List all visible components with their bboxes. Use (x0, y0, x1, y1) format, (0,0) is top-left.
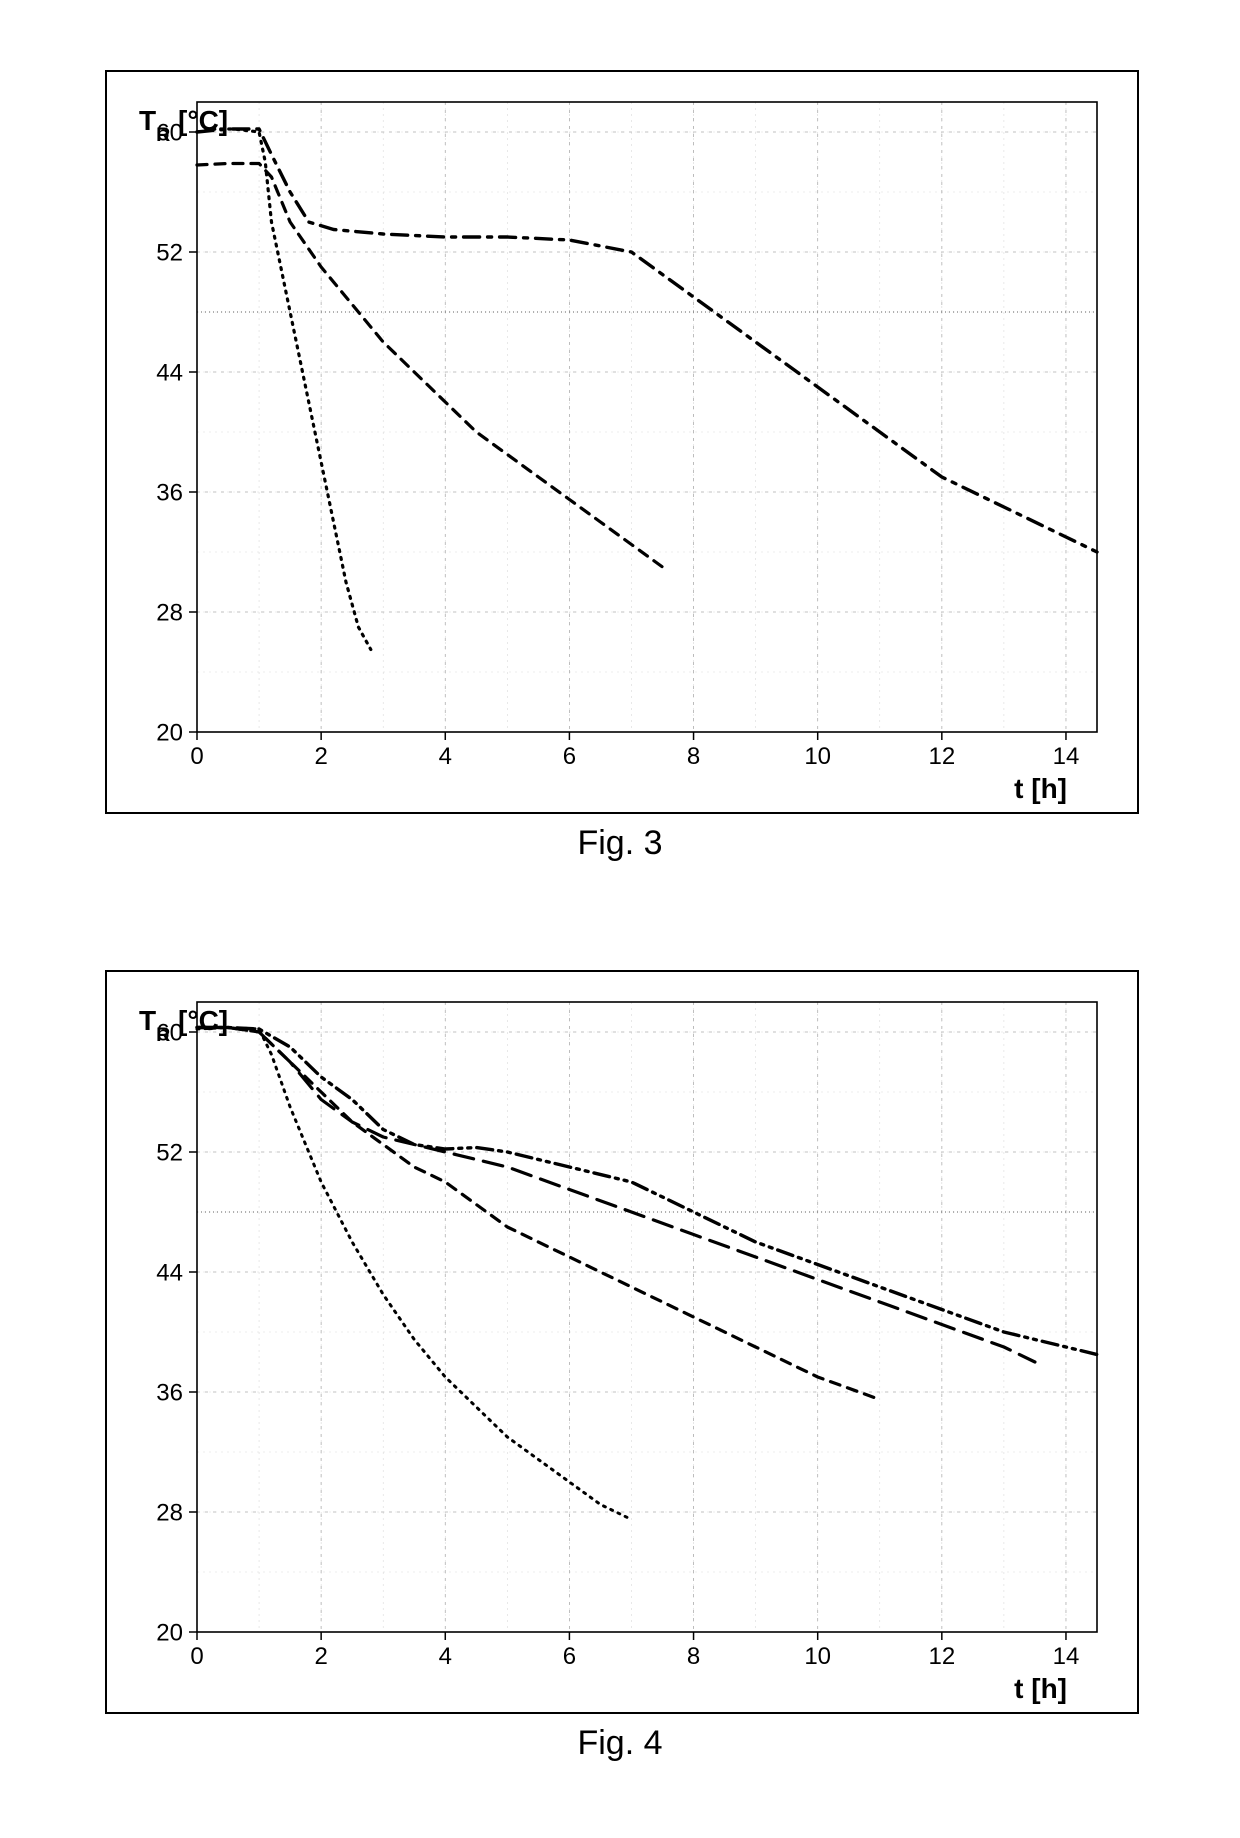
svg-text:10: 10 (804, 743, 831, 770)
svg-text:8: 8 (687, 743, 700, 770)
svg-text:6: 6 (563, 743, 576, 770)
fig3-container: 02468101214202836445260t [h]TR [°C] Fig.… (105, 70, 1135, 863)
fig4-caption: Fig. 4 (105, 1724, 1135, 1763)
svg-text:TR [°C]: TR [°C] (139, 1005, 228, 1046)
svg-text:28: 28 (156, 599, 183, 626)
svg-text:36: 36 (156, 479, 183, 506)
fig3-caption: Fig. 3 (105, 824, 1135, 863)
svg-text:20: 20 (156, 1619, 183, 1646)
fig3-chart-box: 02468101214202836445260t [h]TR [°C] (105, 70, 1139, 814)
svg-text:14: 14 (1053, 743, 1080, 770)
svg-text:6: 6 (563, 1643, 576, 1670)
svg-text:8: 8 (687, 1643, 700, 1670)
svg-text:0: 0 (190, 743, 203, 770)
svg-text:44: 44 (156, 359, 183, 386)
svg-text:20: 20 (156, 719, 183, 746)
svg-text:t [h]: t [h] (1014, 1673, 1067, 1704)
svg-text:28: 28 (156, 1499, 183, 1526)
svg-text:14: 14 (1053, 1643, 1080, 1670)
svg-text:2: 2 (314, 1643, 327, 1670)
page: 02468101214202836445260t [h]TR [°C] Fig.… (0, 0, 1240, 1838)
fig4-chart-box: 02468101214202836445260t [h]TR [°C] (105, 970, 1139, 1714)
svg-text:12: 12 (928, 743, 955, 770)
fig4-container: 02468101214202836445260t [h]TR [°C] Fig.… (105, 970, 1135, 1763)
svg-text:4: 4 (439, 1643, 452, 1670)
svg-text:44: 44 (156, 1259, 183, 1286)
fig4-svg: 02468101214202836445260t [h]TR [°C] (107, 972, 1137, 1712)
fig3-svg: 02468101214202836445260t [h]TR [°C] (107, 72, 1137, 812)
svg-text:36: 36 (156, 1379, 183, 1406)
svg-text:52: 52 (156, 1139, 183, 1166)
svg-text:10: 10 (804, 1643, 831, 1670)
svg-text:TR [°C]: TR [°C] (139, 105, 228, 146)
svg-text:t [h]: t [h] (1014, 773, 1067, 804)
svg-text:0: 0 (190, 1643, 203, 1670)
svg-text:4: 4 (439, 743, 452, 770)
svg-text:52: 52 (156, 239, 183, 266)
svg-text:2: 2 (314, 743, 327, 770)
svg-text:12: 12 (928, 1643, 955, 1670)
